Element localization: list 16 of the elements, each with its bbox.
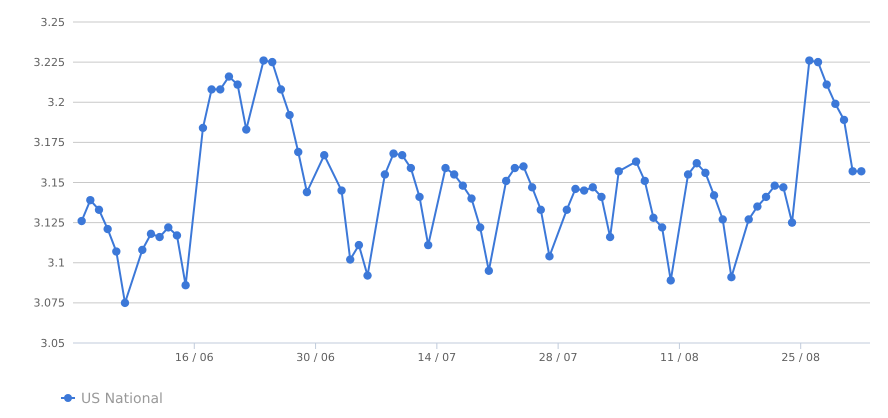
x-tick-label: 28 / 07: [538, 351, 578, 364]
y-tick-label: 3.225: [34, 56, 65, 69]
y-tick-label: 3.075: [34, 296, 65, 310]
x-tick-label: 30 / 06: [296, 351, 335, 364]
y-tick-label: 3.1: [48, 256, 65, 270]
x-tick-label: 14 / 07: [417, 351, 456, 364]
x-tick-label: 16 / 06: [174, 351, 214, 364]
y-tick-label: 3.2: [48, 96, 65, 110]
x-tick-label: 11 / 08: [660, 351, 699, 364]
y-tick-label: 3.175: [34, 136, 65, 150]
y-tick-label: 3.25: [40, 16, 65, 29]
y-tick-label: 3.125: [34, 216, 65, 230]
legend-label: US National: [81, 390, 163, 407]
y-tick-label: 3.05: [40, 336, 65, 350]
x-tick-label: 25 / 08: [781, 351, 820, 364]
y-tick-label: 3.15: [40, 176, 65, 190]
